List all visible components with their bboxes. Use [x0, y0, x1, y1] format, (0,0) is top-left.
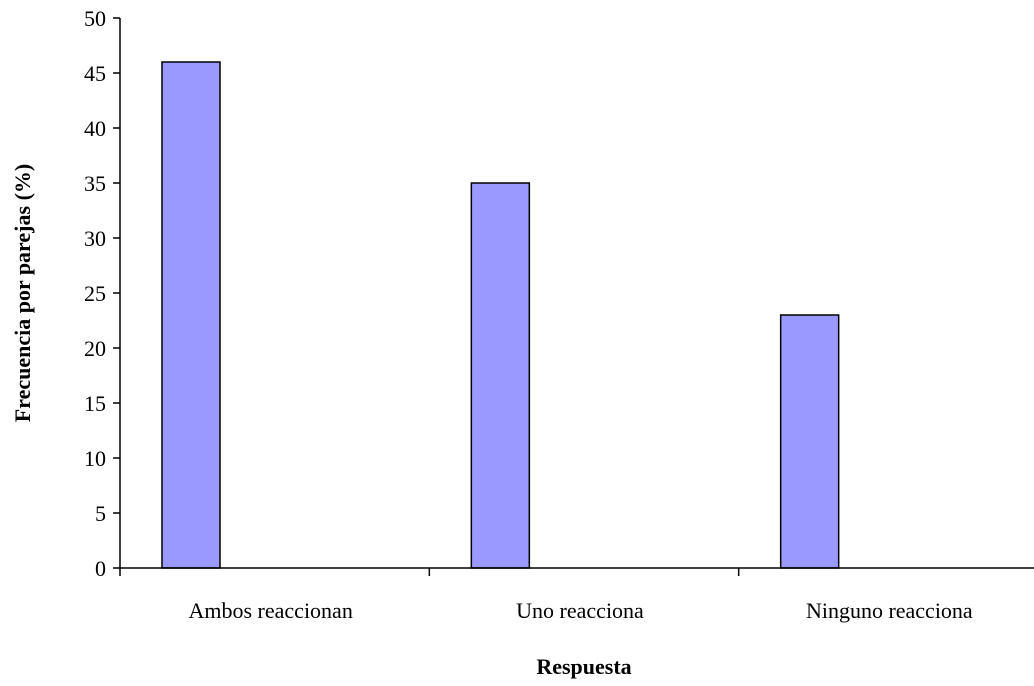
- y-tick-label: 30: [84, 226, 106, 251]
- y-axis-title: Frecuencia por parejas (%): [10, 164, 35, 422]
- bar: [470, 182, 531, 569]
- bar: [779, 314, 840, 569]
- bar: [161, 61, 221, 569]
- x-category-label: Ninguno reacciona: [806, 598, 973, 623]
- y-tick-label: 0: [95, 556, 106, 581]
- y-ticks: 0 5 10 15 20 25 30 35 40 45 50: [84, 6, 120, 581]
- axes-layer: [119, 18, 1034, 569]
- y-tick-label: 50: [84, 6, 106, 31]
- y-tick-label: 35: [84, 171, 106, 196]
- x-axis-title: Respuesta: [536, 654, 631, 679]
- x-ticks: Ambos reaccionan Uno reacciona Ninguno rea…: [119, 568, 973, 623]
- y-tick-label: 25: [84, 281, 106, 306]
- y-tick-label: 5: [95, 501, 106, 526]
- x-category-label: Ambos reaccionan: [189, 598, 353, 623]
- y-tick-label: 15: [84, 391, 106, 416]
- y-tick-label: 40: [84, 116, 106, 141]
- bars-layer: [161, 61, 840, 569]
- y-tick-label: 20: [84, 336, 106, 361]
- x-category-label: Uno reacciona: [516, 598, 644, 623]
- y-tick-label: 45: [84, 61, 106, 86]
- y-tick-label: 10: [84, 446, 106, 471]
